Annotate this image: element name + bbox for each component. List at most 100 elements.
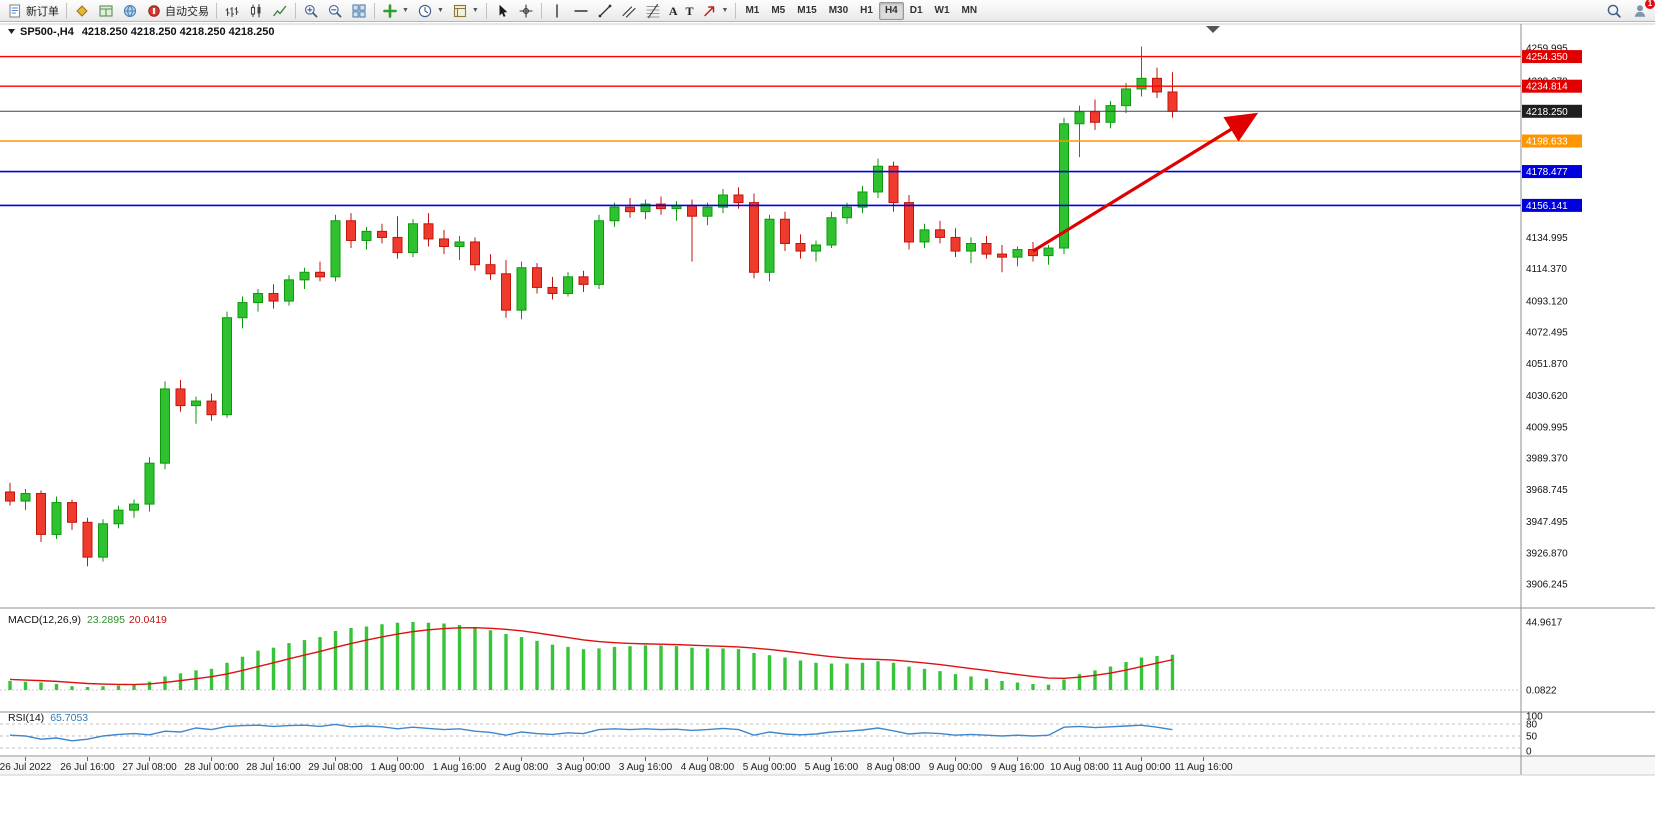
time-axis-label[interactable]: 5 Aug 00:00	[743, 762, 797, 773]
time-axis-label[interactable]: 28 Jul 00:00	[184, 762, 239, 773]
candle-body	[485, 264, 496, 275]
candle-body	[997, 253, 1007, 258]
candle-body	[857, 191, 868, 208]
timeframe-m30-button[interactable]: M30	[828, 5, 849, 16]
time-axis-label[interactable]: 11 Aug 16:00	[1174, 762, 1233, 773]
price-badge-text: 4178.477	[1526, 167, 1568, 178]
candle-body	[1105, 105, 1116, 123]
arrows-button[interactable]: ▼	[698, 1, 733, 20]
time-axis-label[interactable]: 1 Aug 00:00	[371, 762, 425, 773]
hline-icon	[573, 3, 589, 19]
new-order-button-label: 新订单	[26, 5, 59, 18]
chart-shift-marker-icon[interactable]	[1206, 26, 1220, 33]
chart-canvas[interactable]: 4259.9954238.3704134.9954114.3704093.120…	[0, 22, 1655, 819]
time-axis-label[interactable]: 3 Aug 00:00	[557, 762, 611, 773]
candle-body	[144, 462, 155, 505]
rsi-pane-title: RSI(14) 65.7053	[8, 712, 88, 724]
chart-line-button[interactable]	[268, 1, 292, 20]
chart-menu-caret-icon[interactable]	[8, 29, 15, 34]
toolbar-separator	[374, 2, 375, 19]
timeframe-h1-button[interactable]: H1	[860, 5, 873, 16]
toolbar: 新订单 自动交易 ▼ ▼ ▼ A T ▼ M1 M5 M15 M30 H1 H4 D1 W1 MN 1	[0, 0, 1655, 22]
candle-body	[578, 276, 589, 285]
new-order-button[interactable]: 新订单	[3, 1, 63, 20]
equidistant-channel-button[interactable]	[617, 1, 641, 20]
rsi-value: 65.7053	[50, 712, 88, 724]
time-axis-label[interactable]: 5 Aug 16:00	[805, 762, 859, 773]
candle-body	[1043, 247, 1054, 257]
fibonacci-button[interactable]	[641, 1, 665, 20]
time-axis-label[interactable]: 3 Aug 16:00	[619, 762, 673, 773]
zoom-out-button[interactable]	[323, 1, 347, 20]
tile-windows-button[interactable]	[347, 1, 371, 20]
time-axis-label[interactable]: 1 Aug 16:00	[433, 762, 487, 773]
candle-body	[888, 165, 899, 204]
templates-button[interactable]: ▼	[448, 1, 483, 20]
time-axis-label[interactable]: 26 Jul 2022	[0, 762, 52, 773]
community-button[interactable]	[118, 1, 142, 20]
candle-body	[547, 286, 558, 294]
notification-badge: 1	[1645, 0, 1655, 9]
timeframe-d1-button[interactable]: D1	[909, 5, 923, 16]
time-axis-label[interactable]: 10 Aug 08:00	[1050, 762, 1109, 773]
crosshair-button[interactable]	[514, 1, 538, 20]
account-button[interactable]: 1	[1628, 0, 1655, 20]
timeframe-h4-button[interactable]: H4	[878, 1, 904, 20]
time-axis-label[interactable]: 9 Aug 00:00	[929, 762, 983, 773]
candle-body	[113, 509, 124, 525]
trend-arrow[interactable]	[1032, 112, 1259, 253]
timeframe-mn-button[interactable]: MN	[961, 5, 978, 16]
price-badge	[1522, 104, 1582, 118]
horizontal-line-button[interactable]	[569, 1, 593, 20]
time-axis-label[interactable]: 9 Aug 16:00	[991, 762, 1045, 773]
price-axis-label: 4093.120	[1526, 296, 1568, 307]
time-axis-label[interactable]: 26 Jul 16:00	[60, 762, 115, 773]
trendline-icon	[597, 3, 613, 19]
candle-body	[206, 400, 217, 416]
signals-button[interactable]	[70, 1, 94, 20]
text-tool-button[interactable]: A	[665, 1, 682, 20]
label-tool-button[interactable]: T	[681, 1, 697, 20]
channel-icon	[621, 3, 637, 19]
periods-button[interactable]: ▼	[413, 1, 448, 20]
cursor-button[interactable]	[490, 1, 514, 20]
timeframe-m15-button[interactable]: M15	[797, 5, 817, 16]
time-axis-label[interactable]: 28 Jul 16:00	[246, 762, 301, 773]
indicators-button[interactable]: ▼	[378, 1, 413, 20]
trendline-button[interactable]	[593, 1, 617, 20]
price-badge	[1522, 198, 1582, 212]
price-axis-label: 4259.995	[1526, 44, 1568, 55]
candle-body	[1167, 91, 1178, 112]
symbol-period-label: SP500-,H4	[20, 26, 75, 38]
time-axis-label[interactable]: 8 Aug 08:00	[867, 762, 921, 773]
candle-body	[733, 194, 744, 204]
candles-icon	[248, 3, 264, 19]
timeframe-m5-button[interactable]: M5	[771, 5, 786, 16]
market-watch-button[interactable]	[94, 1, 118, 20]
time-axis-label[interactable]: 11 Aug 00:00	[1112, 762, 1171, 773]
candle-body	[1152, 77, 1162, 93]
candle-body	[811, 244, 821, 252]
timeframe-w1-button[interactable]: W1	[934, 5, 950, 16]
candle-body	[1074, 111, 1085, 125]
timeframe-m1-button[interactable]: M1	[745, 5, 760, 16]
template-icon	[452, 3, 468, 19]
chevron-down-icon: ▼	[471, 7, 479, 14]
candle-body	[377, 230, 387, 238]
chart-bars-button[interactable]	[220, 1, 244, 20]
candle-body	[160, 388, 170, 464]
candle-body	[532, 267, 542, 288]
macd-label: MACD(12,26,9)	[8, 614, 81, 626]
time-axis-label[interactable]: 27 Jul 08:00	[122, 762, 177, 773]
search-button[interactable]	[1602, 1, 1626, 20]
chart-candles-button[interactable]	[244, 1, 268, 20]
time-axis-label[interactable]: 2 Aug 08:00	[495, 762, 549, 773]
user-icon	[1632, 3, 1648, 19]
candle-body	[98, 523, 108, 558]
candle-body	[20, 492, 31, 502]
time-axis-label[interactable]: 4 Aug 08:00	[681, 762, 735, 773]
zoom-in-button[interactable]	[299, 1, 323, 20]
time-axis-label[interactable]: 29 Jul 08:00	[308, 762, 363, 773]
autotrading-button[interactable]: 自动交易	[142, 1, 213, 20]
vertical-line-button[interactable]	[545, 1, 569, 20]
